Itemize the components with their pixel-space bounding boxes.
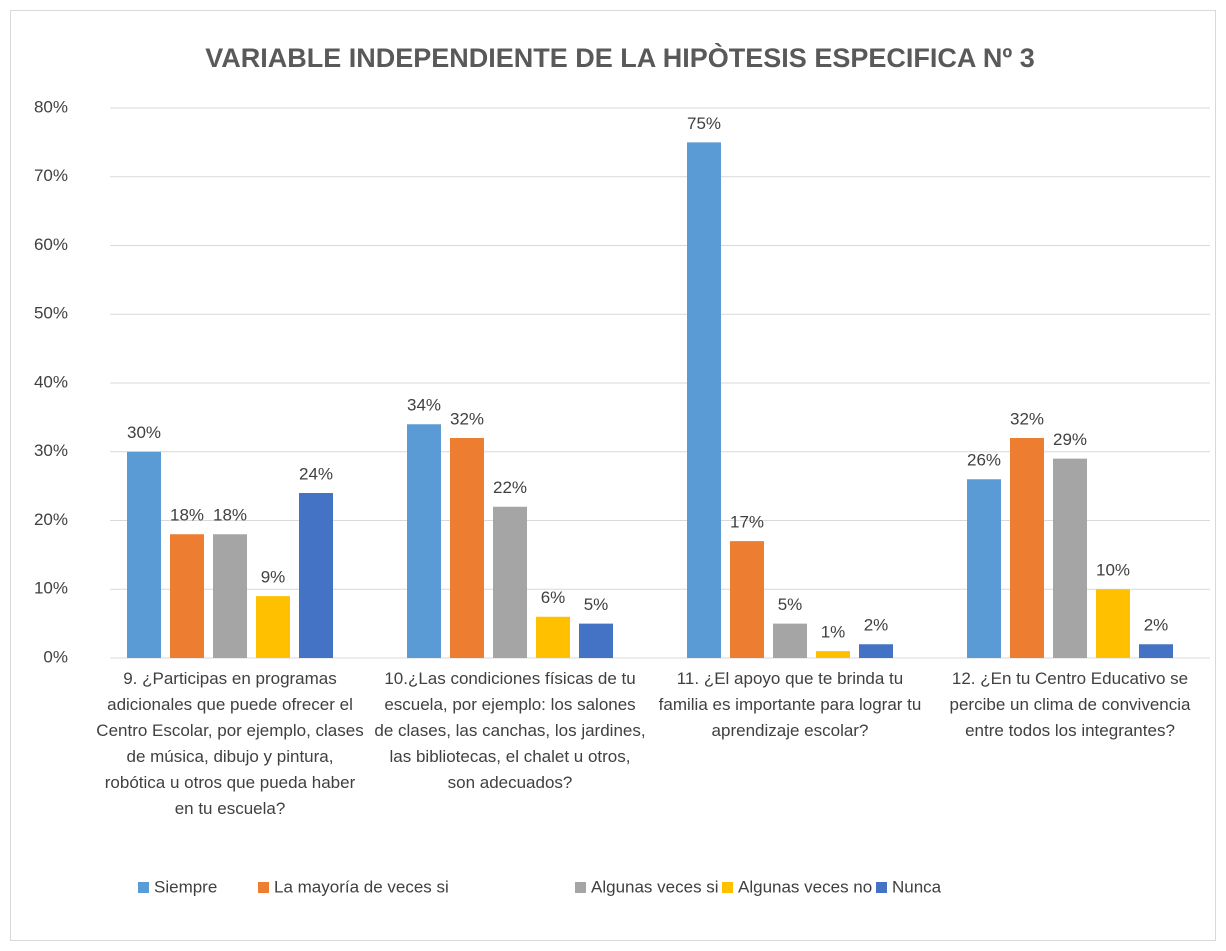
bar (256, 596, 290, 658)
data-label: 29% (1053, 430, 1087, 449)
y-tick-label: 10% (34, 579, 68, 598)
data-label: 24% (299, 464, 333, 483)
legend-label: La mayoría de veces si (274, 877, 449, 896)
legend-swatch (575, 882, 586, 893)
bar (450, 438, 484, 658)
legend-label: Algunas veces no (738, 877, 872, 896)
y-tick-label: 0% (43, 647, 68, 666)
y-tick-label: 60% (34, 235, 68, 254)
bar (579, 623, 613, 658)
y-tick-label: 40% (34, 372, 68, 391)
bar (1096, 589, 1130, 658)
legend-label: Siempre (154, 877, 217, 896)
bar (1139, 644, 1173, 658)
y-tick-label: 30% (34, 441, 68, 460)
data-label: 6% (541, 588, 566, 607)
data-label: 26% (967, 451, 1001, 470)
legend-label: Nunca (892, 877, 942, 896)
legend-swatch (722, 882, 733, 893)
x-tick-label: 12. ¿En tu Centro Educativo se percibe u… (949, 669, 1191, 740)
data-label: 75% (687, 114, 721, 133)
data-label: 34% (407, 396, 441, 415)
legend-swatch (876, 882, 887, 893)
data-label: 2% (1144, 616, 1169, 635)
data-label: 32% (450, 409, 484, 428)
data-label: 32% (1010, 409, 1044, 428)
bar (407, 424, 441, 658)
bar (816, 651, 850, 658)
y-tick-label: 70% (34, 166, 68, 185)
data-label: 10% (1096, 561, 1130, 580)
bar (213, 534, 247, 658)
data-label: 1% (821, 623, 846, 642)
data-label: 17% (730, 513, 764, 532)
y-tick-label: 80% (34, 97, 68, 116)
y-tick-label: 20% (34, 510, 68, 529)
bar (170, 534, 204, 658)
data-label: 5% (584, 595, 609, 614)
bar (1053, 458, 1087, 658)
bar (730, 541, 764, 658)
x-tick-label: 11. ¿El apoyo que te brinda tu familia e… (658, 669, 922, 740)
bar (299, 493, 333, 658)
data-label: 18% (213, 506, 247, 525)
bar (1010, 438, 1044, 658)
data-label: 2% (864, 616, 889, 635)
bar (493, 506, 527, 658)
bar (687, 142, 721, 658)
x-tick-label: 9. ¿Participas en programas adicionales … (96, 669, 364, 818)
chart-title: VARIABLE INDEPENDIENTE DE LA HIPÒTESIS E… (205, 42, 1034, 73)
bar (773, 623, 807, 658)
bar (859, 644, 893, 658)
bar (127, 451, 161, 658)
data-label: 18% (170, 506, 204, 525)
bar (967, 479, 1001, 658)
data-label: 22% (493, 478, 527, 497)
legend-label: Algunas veces si (591, 877, 719, 896)
bar (536, 616, 570, 658)
legend-swatch (258, 882, 269, 893)
data-label: 9% (261, 568, 286, 587)
data-label: 30% (127, 423, 161, 442)
x-tick-label: 10.¿Las condiciones físicas de tu escuel… (374, 669, 646, 792)
legend-swatch (138, 882, 149, 893)
y-tick-label: 50% (34, 304, 68, 323)
data-label: 5% (778, 595, 803, 614)
